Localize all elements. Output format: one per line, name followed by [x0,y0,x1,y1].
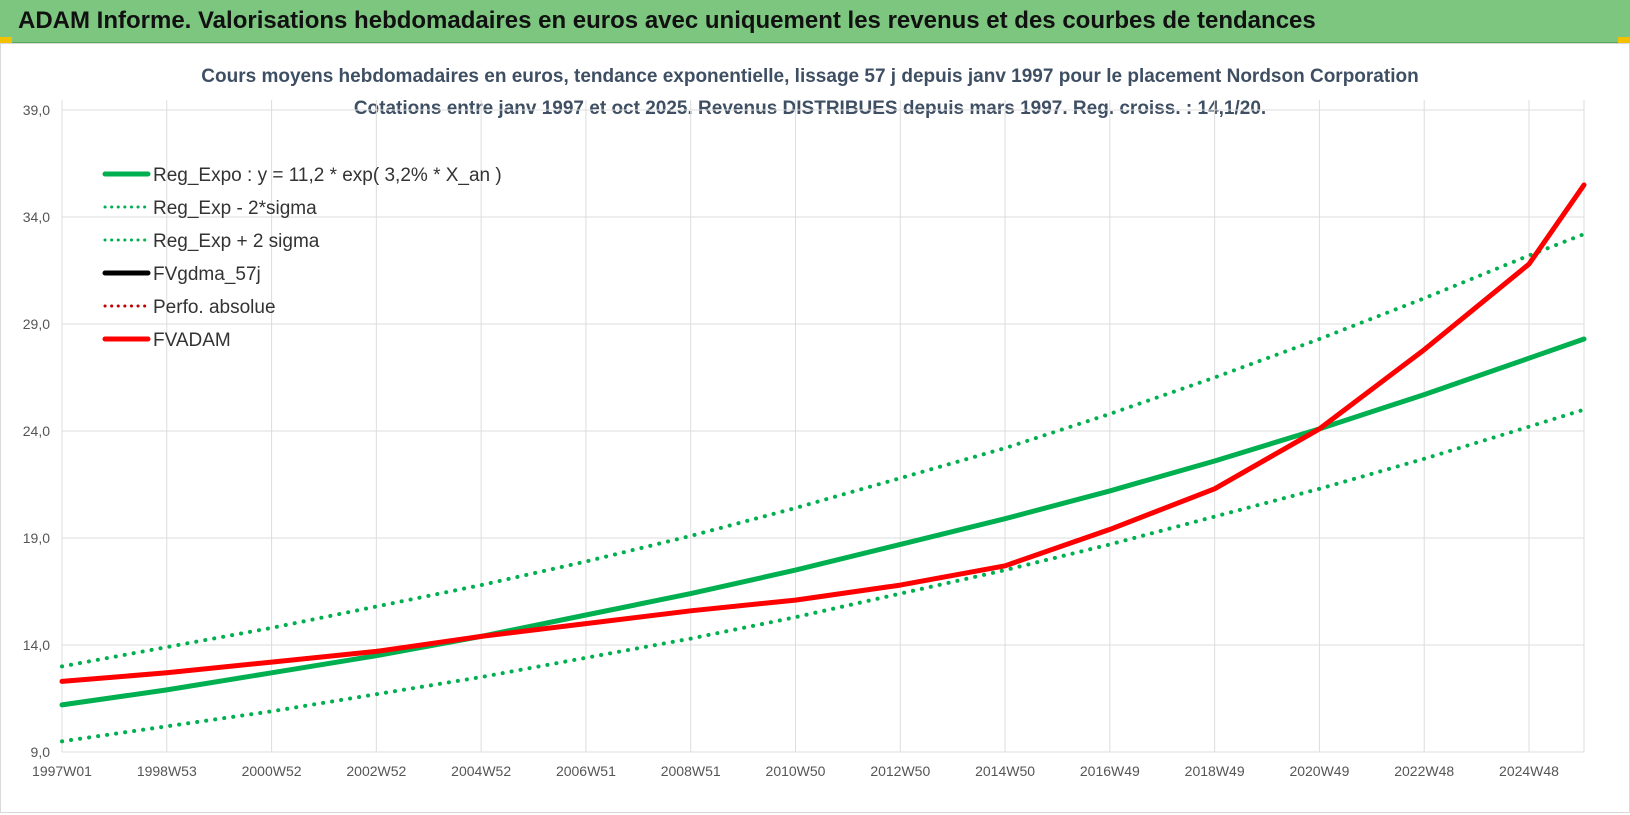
series-line-0 [59,336,1587,708]
x-tick-label: 2004W52 [451,763,511,779]
chart-title: Cours moyens hebdomadaires en euros, ten… [201,66,1419,87]
x-tick-label: 2000W52 [242,763,302,779]
y-tick-label: 14,0 [23,637,50,653]
x-tick-label: 2002W52 [346,763,406,779]
x-tick-label: 2012W50 [870,763,930,779]
x-tick-label: 2008W51 [661,763,721,779]
series-line-2 [60,232,1586,669]
legend-label: FVADAM [153,330,231,351]
x-tick-label: 2006W51 [556,763,616,779]
x-tick-label: 1997W01 [32,763,92,779]
series-line-1 [60,407,1586,744]
x-axis-labels: 1997W01 1998W53 2000W52 2002W52 2004W52 2006W… [32,763,1559,779]
header-title: ADAM Informe. Valorisations hebdomadaire… [18,7,1316,34]
y-tick-label: 9,0 [31,744,51,760]
legend-label: Reg_Expo : y = 11,2 * exp( 3,2% * X_an ) [153,165,502,186]
y-tick-label: 29,0 [23,316,50,332]
x-tick-label: 2016W49 [1080,763,1140,779]
grid-lines [61,100,1585,753]
legend-label: Perfo. absolue [153,297,276,318]
series-line-4 [60,182,1586,684]
legend: Reg_Expo : y = 11,2 * exp( 3,2% * X_an )… [102,165,502,351]
x-tick-label: 2022W48 [1394,763,1454,779]
x-tick-label: 1998W53 [137,763,197,779]
chart-subtitle: Cotations entre janv 1997 et oct 2025. R… [353,98,1267,119]
y-axis-labels: 9,0 14,0 19,0 24,0 29,0 34,0 39,0 [23,102,50,760]
x-tick-label: 2018W49 [1185,763,1245,779]
series-line-5 [59,182,1587,684]
x-tick-label: 2010W50 [766,763,826,779]
corner-marker [0,37,12,43]
corner-marker [1618,37,1630,43]
legend-label: FVgdma_57j [153,264,261,285]
legend-label: Reg_Exp - 2*sigma [153,198,317,219]
legend-label: Reg_Exp + 2 sigma [153,231,320,252]
x-tick-label: 2024W48 [1499,763,1559,779]
series-line-3 [60,183,1586,683]
y-tick-label: 39,0 [23,102,50,118]
y-tick-label: 19,0 [23,530,50,546]
y-tick-label: 24,0 [23,423,50,439]
y-tick-label: 34,0 [23,209,50,225]
series-lines [59,182,1587,744]
x-tick-label: 2020W49 [1289,763,1349,779]
x-tick-label: 2014W50 [975,763,1035,779]
header-banner: ADAM Informe. Valorisations hebdomadaire… [0,0,1630,43]
